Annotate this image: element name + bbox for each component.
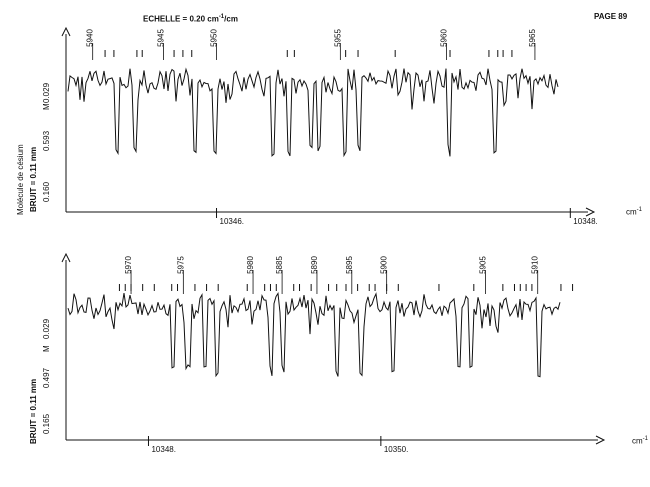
- panel1-line-label: 5960: [439, 29, 448, 47]
- panel1-line-label: 5955: [333, 29, 342, 47]
- panel2-spectrum-trace: [67, 292, 561, 378]
- panel1-line-label: 5940: [86, 29, 95, 47]
- panel2-y-axis-arrow: [61, 252, 71, 263]
- panel2-line-label: 5970: [124, 256, 133, 274]
- panel2-axis-tick-label: 10350.: [384, 445, 408, 454]
- panel1-line-label: 5950: [210, 29, 219, 47]
- panel2-line-label: 5905: [478, 256, 487, 274]
- panel1-line-label: 5965: [528, 29, 537, 47]
- panel2-line-label: 5890: [310, 256, 319, 274]
- panel2-axis-unit: cm-1: [632, 436, 649, 446]
- panel1-axis-unit: cm-1: [626, 207, 643, 217]
- panel2-line-label: 5900: [380, 256, 389, 274]
- panel1-y-axis-arrow: [61, 26, 71, 37]
- panel2-line-label: 5980: [246, 256, 255, 274]
- panel2-line-label: 5975: [176, 256, 185, 274]
- panel2-x-axis-arrow: [595, 435, 606, 445]
- panel2-line-label: 5895: [345, 256, 354, 274]
- panel1-axis-tick-label: 10348.: [573, 217, 597, 226]
- panel2-line-label: 5910: [531, 256, 540, 274]
- panel1-x-axis-arrow: [585, 207, 596, 217]
- panel1-spectrum-trace: [67, 67, 559, 158]
- panel2-axis-tick-label: 10348.: [151, 445, 175, 454]
- panel2-line-label: 5885: [275, 256, 284, 274]
- panel1-axis-tick-label: 10346.: [220, 217, 244, 226]
- scale-label: ECHELLE = 0.20 cm-1/cm: [143, 14, 238, 24]
- page-number: PAGE 89: [594, 12, 628, 21]
- panel1-line-label: 5945: [156, 29, 165, 47]
